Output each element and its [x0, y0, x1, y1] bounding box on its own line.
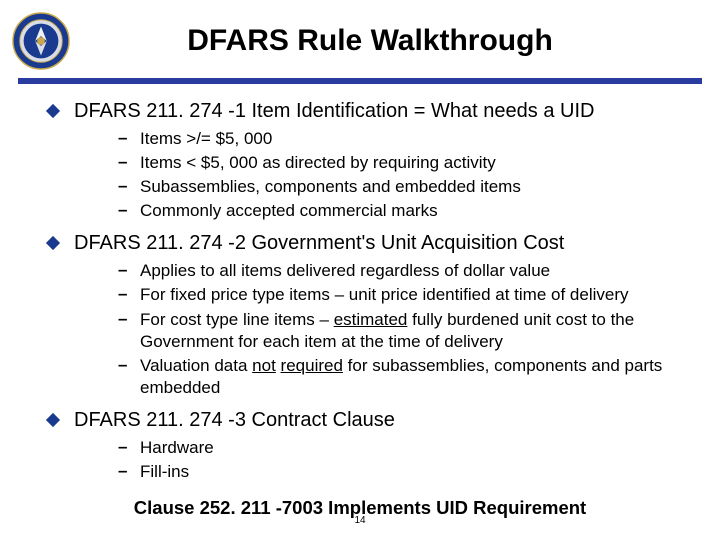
sub-item: –Items >/= $5, 000	[118, 128, 690, 150]
dash-bullet: –	[118, 355, 130, 375]
sub-item: –Hardware	[118, 437, 690, 459]
page-number: 14	[0, 515, 720, 526]
sub-item-text: Applies to all items delivered regardles…	[140, 260, 550, 282]
sub-item: –For cost type line items – estimated fu…	[118, 309, 690, 353]
dash-bullet: –	[118, 260, 130, 280]
sub-item-text: For cost type line items – estimated ful…	[140, 309, 690, 353]
section-heading: DFARS 211. 274 -2 Government's Unit Acqu…	[48, 230, 690, 256]
sub-item-text: Items >/= $5, 000	[140, 128, 272, 150]
section-heading-text: DFARS 211. 274 -3 Contract Clause	[74, 407, 395, 433]
sub-item: –Commonly accepted commercial marks	[118, 200, 690, 222]
dash-bullet: –	[118, 461, 130, 481]
sub-item-text: Fill-ins	[140, 461, 189, 483]
sub-list: –Applies to all items delivered regardle…	[118, 260, 690, 399]
page-title: DFARS Rule Walkthrough	[70, 24, 700, 58]
sub-item-text: Items < $5, 000 as directed by requiring…	[140, 152, 496, 174]
sub-item: –Items < $5, 000 as directed by requirin…	[118, 152, 690, 174]
section-heading-text: DFARS 211. 274 -2 Government's Unit Acqu…	[74, 230, 564, 256]
dash-bullet: –	[118, 200, 130, 220]
sub-list: –Items >/= $5, 000–Items < $5, 000 as di…	[118, 128, 690, 222]
dash-bullet: –	[118, 128, 130, 148]
sub-list: –Hardware–Fill-ins	[118, 437, 690, 483]
sub-item: –Applies to all items delivered regardle…	[118, 260, 690, 282]
dash-bullet: –	[118, 176, 130, 196]
sub-item-text: Subassemblies, components and embedded i…	[140, 176, 521, 198]
dash-bullet: –	[118, 152, 130, 172]
sub-item-text: For fixed price type items – unit price …	[140, 284, 629, 306]
title-rule	[18, 78, 702, 84]
section-heading-text: DFARS 211. 274 -1 Item Identification = …	[74, 98, 594, 124]
section-heading: DFARS 211. 274 -3 Contract Clause	[48, 407, 690, 433]
diamond-bullet-icon	[46, 104, 60, 118]
content-area: DFARS 211. 274 -1 Item Identification = …	[0, 98, 720, 483]
sub-item: –Valuation data not required for subasse…	[118, 355, 690, 399]
sub-item-text: Commonly accepted commercial marks	[140, 200, 438, 222]
dash-bullet: –	[118, 284, 130, 304]
section-heading: DFARS 211. 274 -1 Item Identification = …	[48, 98, 690, 124]
sub-item-text: Valuation data not required for subassem…	[140, 355, 690, 399]
diamond-bullet-icon	[46, 413, 60, 427]
sub-item: –For fixed price type items – unit price…	[118, 284, 690, 306]
diamond-bullet-icon	[46, 236, 60, 250]
dash-bullet: –	[118, 309, 130, 329]
sub-item: –Subassemblies, components and embedded …	[118, 176, 690, 198]
dod-seal-icon	[12, 12, 70, 70]
sub-item-text: Hardware	[140, 437, 214, 459]
sub-item: –Fill-ins	[118, 461, 690, 483]
dash-bullet: –	[118, 437, 130, 457]
